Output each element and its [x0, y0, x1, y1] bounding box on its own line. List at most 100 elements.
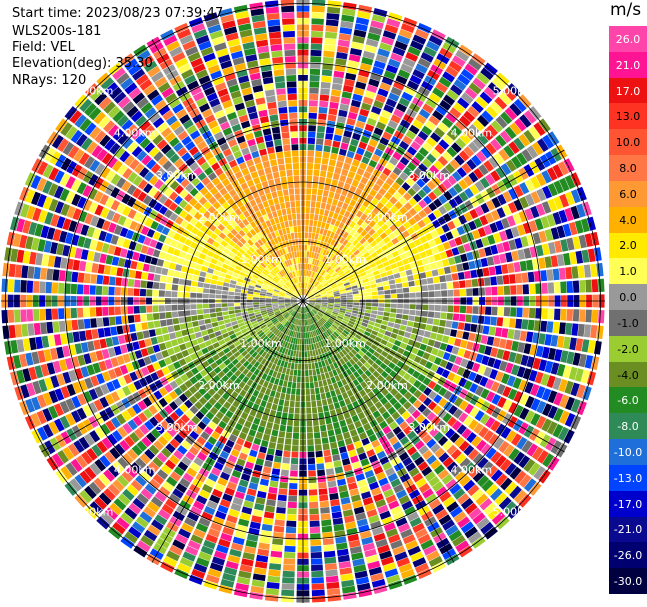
range-gate [84, 485, 97, 499]
range-gate [195, 522, 209, 533]
range-gate [191, 367, 199, 376]
range-gate [312, 595, 326, 603]
range-gate [375, 347, 383, 354]
range-gate [410, 40, 424, 51]
range-gate [320, 291, 327, 295]
range-gate [266, 339, 273, 346]
range-gate [234, 288, 242, 293]
range-gate [386, 326, 393, 332]
range-gate [284, 539, 296, 546]
range-gate [261, 311, 268, 316]
range-gate [207, 250, 215, 258]
range-gate [495, 371, 504, 382]
range-gate [259, 419, 267, 428]
range-gate [202, 303, 209, 309]
range-gate [572, 309, 580, 322]
range-gate [219, 272, 226, 278]
range-gate [197, 421, 207, 430]
range-gate [397, 186, 407, 196]
range-gate [325, 287, 332, 292]
range-gate [272, 423, 280, 431]
range-gate [139, 137, 151, 149]
range-gate [316, 457, 324, 464]
range-gate [94, 496, 108, 510]
range-gate [306, 401, 311, 408]
range-gate [367, 324, 374, 330]
range-gate [483, 430, 494, 442]
range-gate [84, 377, 94, 389]
range-gate [382, 260, 390, 267]
range-gate [331, 263, 338, 269]
range-gate [357, 582, 371, 592]
range-gate [284, 321, 289, 327]
range-gate [337, 380, 344, 388]
range-gate [484, 526, 498, 540]
range-gate [345, 417, 353, 425]
range-gate [200, 545, 214, 556]
range-gate [450, 466, 463, 478]
range-gate [19, 234, 28, 249]
range-gate [127, 419, 138, 431]
range-gate [322, 538, 334, 546]
range-gate [396, 557, 411, 568]
range-gate [364, 469, 375, 479]
range-gate [463, 175, 474, 187]
range-gate [324, 455, 332, 463]
range-gate [135, 323, 142, 332]
range-gate [349, 358, 356, 366]
range-gate [519, 182, 530, 195]
range-gate [345, 521, 357, 530]
range-gate [394, 40, 408, 51]
range-gate [445, 478, 458, 490]
range-gate [342, 239, 349, 246]
range-gate [237, 319, 244, 324]
range-gate [467, 484, 480, 497]
range-gate [341, 264, 348, 271]
range-gate [175, 242, 184, 250]
range-gate [334, 298, 341, 300]
range-gate [541, 201, 552, 214]
range-gate [363, 361, 371, 369]
range-gate [446, 146, 458, 158]
range-gate [309, 301, 316, 304]
range-gate [70, 307, 78, 319]
range-gate [55, 118, 68, 133]
range-gate [244, 262, 251, 268]
range-gate [124, 154, 135, 167]
range-gate [319, 309, 326, 313]
range-gate [378, 477, 389, 487]
range-gate [380, 324, 387, 330]
range-gate [430, 443, 441, 454]
range-gate [241, 340, 248, 347]
range-gate [96, 274, 104, 285]
range-gate [98, 115, 111, 129]
range-gate [104, 451, 116, 464]
range-gate [346, 306, 353, 310]
range-gate [127, 315, 135, 324]
range-gate [383, 191, 393, 201]
range-gate [369, 189, 378, 197]
range-gate [230, 228, 238, 236]
range-gate [281, 386, 287, 394]
range-gate [365, 428, 375, 437]
range-gate [22, 338, 31, 352]
range-gate [297, 325, 300, 332]
range-gate [278, 301, 285, 303]
range-gate [321, 437, 329, 444]
range-gate [91, 329, 99, 339]
range-gate [441, 369, 450, 379]
range-gate [311, 18, 324, 25]
range-gate [482, 325, 490, 335]
range-gate [490, 138, 502, 151]
range-gate [10, 248, 19, 262]
range-gate [99, 338, 107, 349]
range-gate [426, 137, 437, 148]
range-gate [186, 467, 198, 478]
range-gate [126, 484, 139, 497]
range-gate [281, 463, 290, 470]
range-gate [274, 455, 282, 463]
range-gate [419, 251, 427, 259]
range-gate [164, 405, 174, 415]
range-gate [364, 90, 376, 99]
range-gate [548, 347, 556, 360]
